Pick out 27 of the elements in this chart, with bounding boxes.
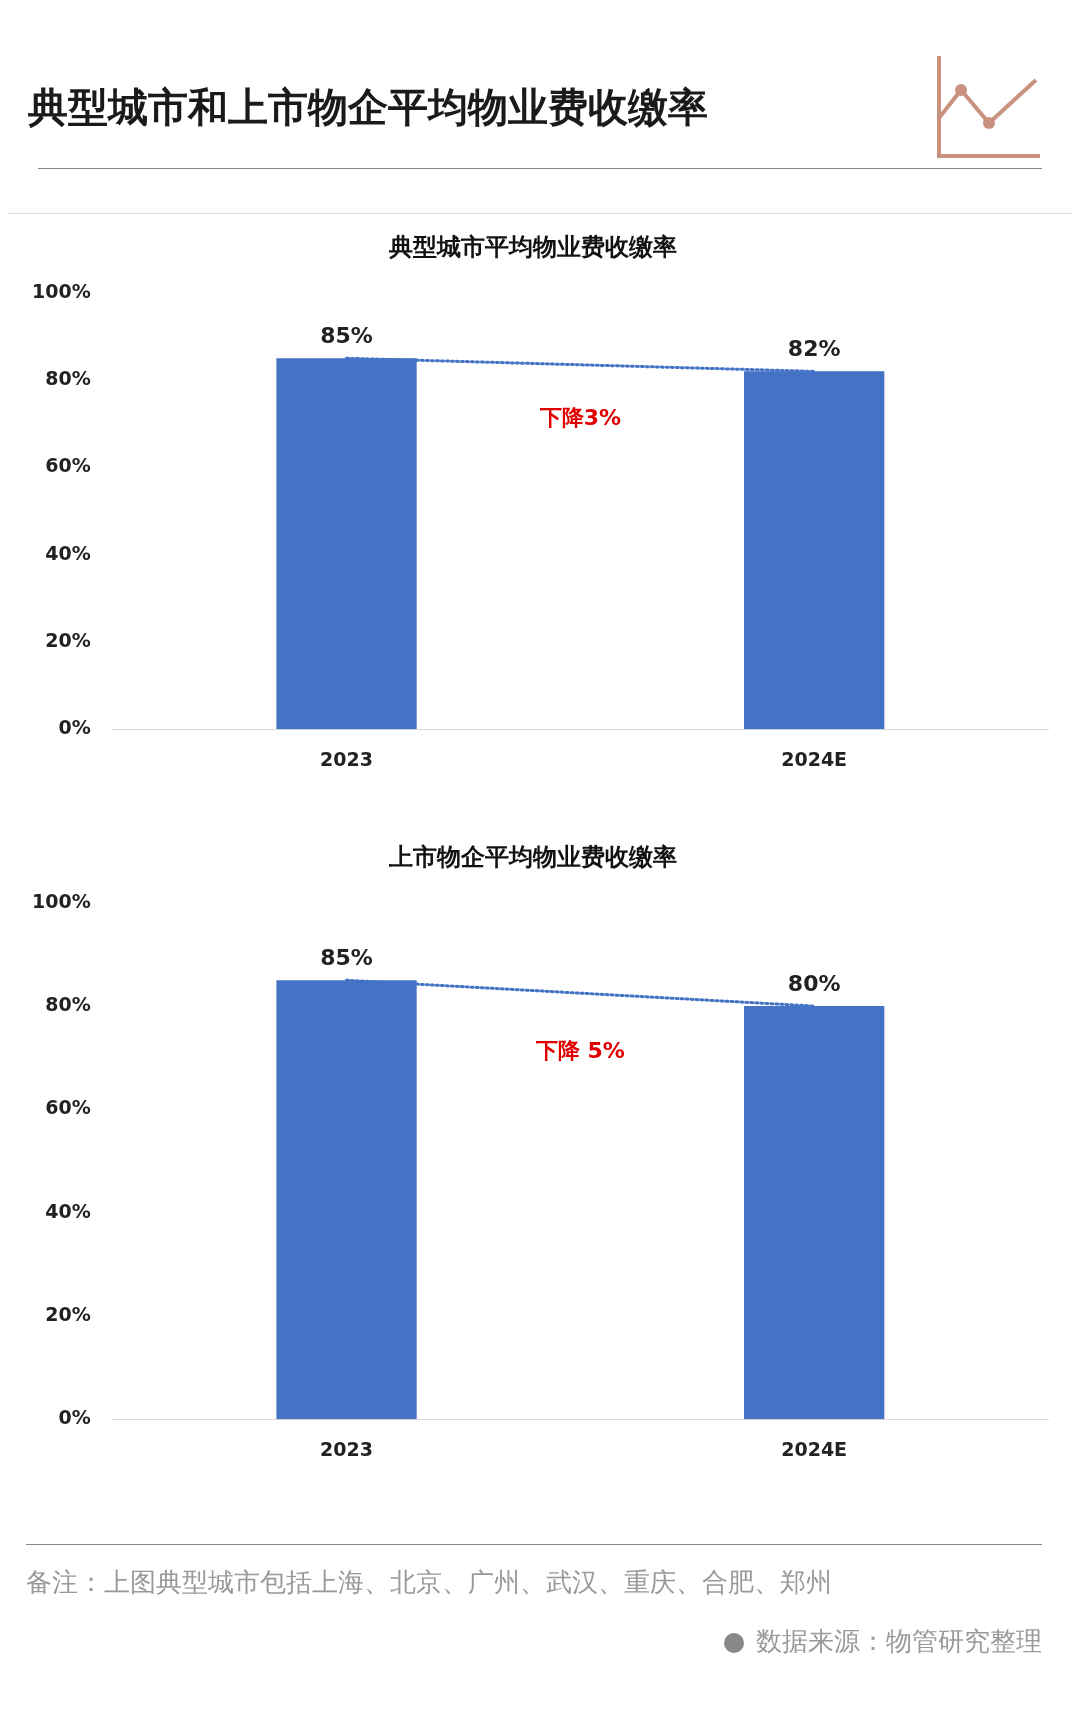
data-label: 85% <box>320 944 373 970</box>
data-label: 85% <box>320 322 373 348</box>
y-tick-label: 20% <box>45 1302 91 1325</box>
y-tick-label: 40% <box>45 541 91 564</box>
y-tick-label: 0% <box>58 1406 91 1429</box>
y-tick-label: 20% <box>45 628 91 651</box>
text: 备注：上图典型城市包括上海、北京、广州、武汉、重庆、合肥、郑州 <box>26 1567 832 1597</box>
chart-subtitle: 典型城市平均物业费收缴率 <box>388 232 677 261</box>
data-label: 80% <box>787 970 841 996</box>
x-tick-label: 2024E <box>781 747 848 770</box>
y-tick-label: 100% <box>31 889 91 912</box>
source-note: 数据来源：物管研究整理 <box>756 1626 1042 1656</box>
x-tick-label: 2023 <box>320 1437 373 1460</box>
x-tick-label: 2023 <box>320 747 373 770</box>
y-tick-label: 80% <box>45 367 91 390</box>
x-tick-label: 2024E <box>781 1437 848 1460</box>
data-label: 82% <box>787 336 841 362</box>
annotation: 下降3% <box>538 405 622 431</box>
chart-title: 典型城市和上市物企平均物业费收缴率 <box>28 83 708 132</box>
y-tick-label: 60% <box>45 454 91 477</box>
y-tick-label: 80% <box>45 993 91 1016</box>
y-tick-label: 100% <box>31 279 91 302</box>
y-tick-label: 0% <box>58 716 91 739</box>
y-tick-label: 40% <box>45 1199 91 1222</box>
annotation: 下降 5% <box>534 1038 625 1064</box>
y-tick-label: 60% <box>45 1096 91 1119</box>
chart-title: 上市物企平均物业费收缴率 <box>388 842 677 871</box>
